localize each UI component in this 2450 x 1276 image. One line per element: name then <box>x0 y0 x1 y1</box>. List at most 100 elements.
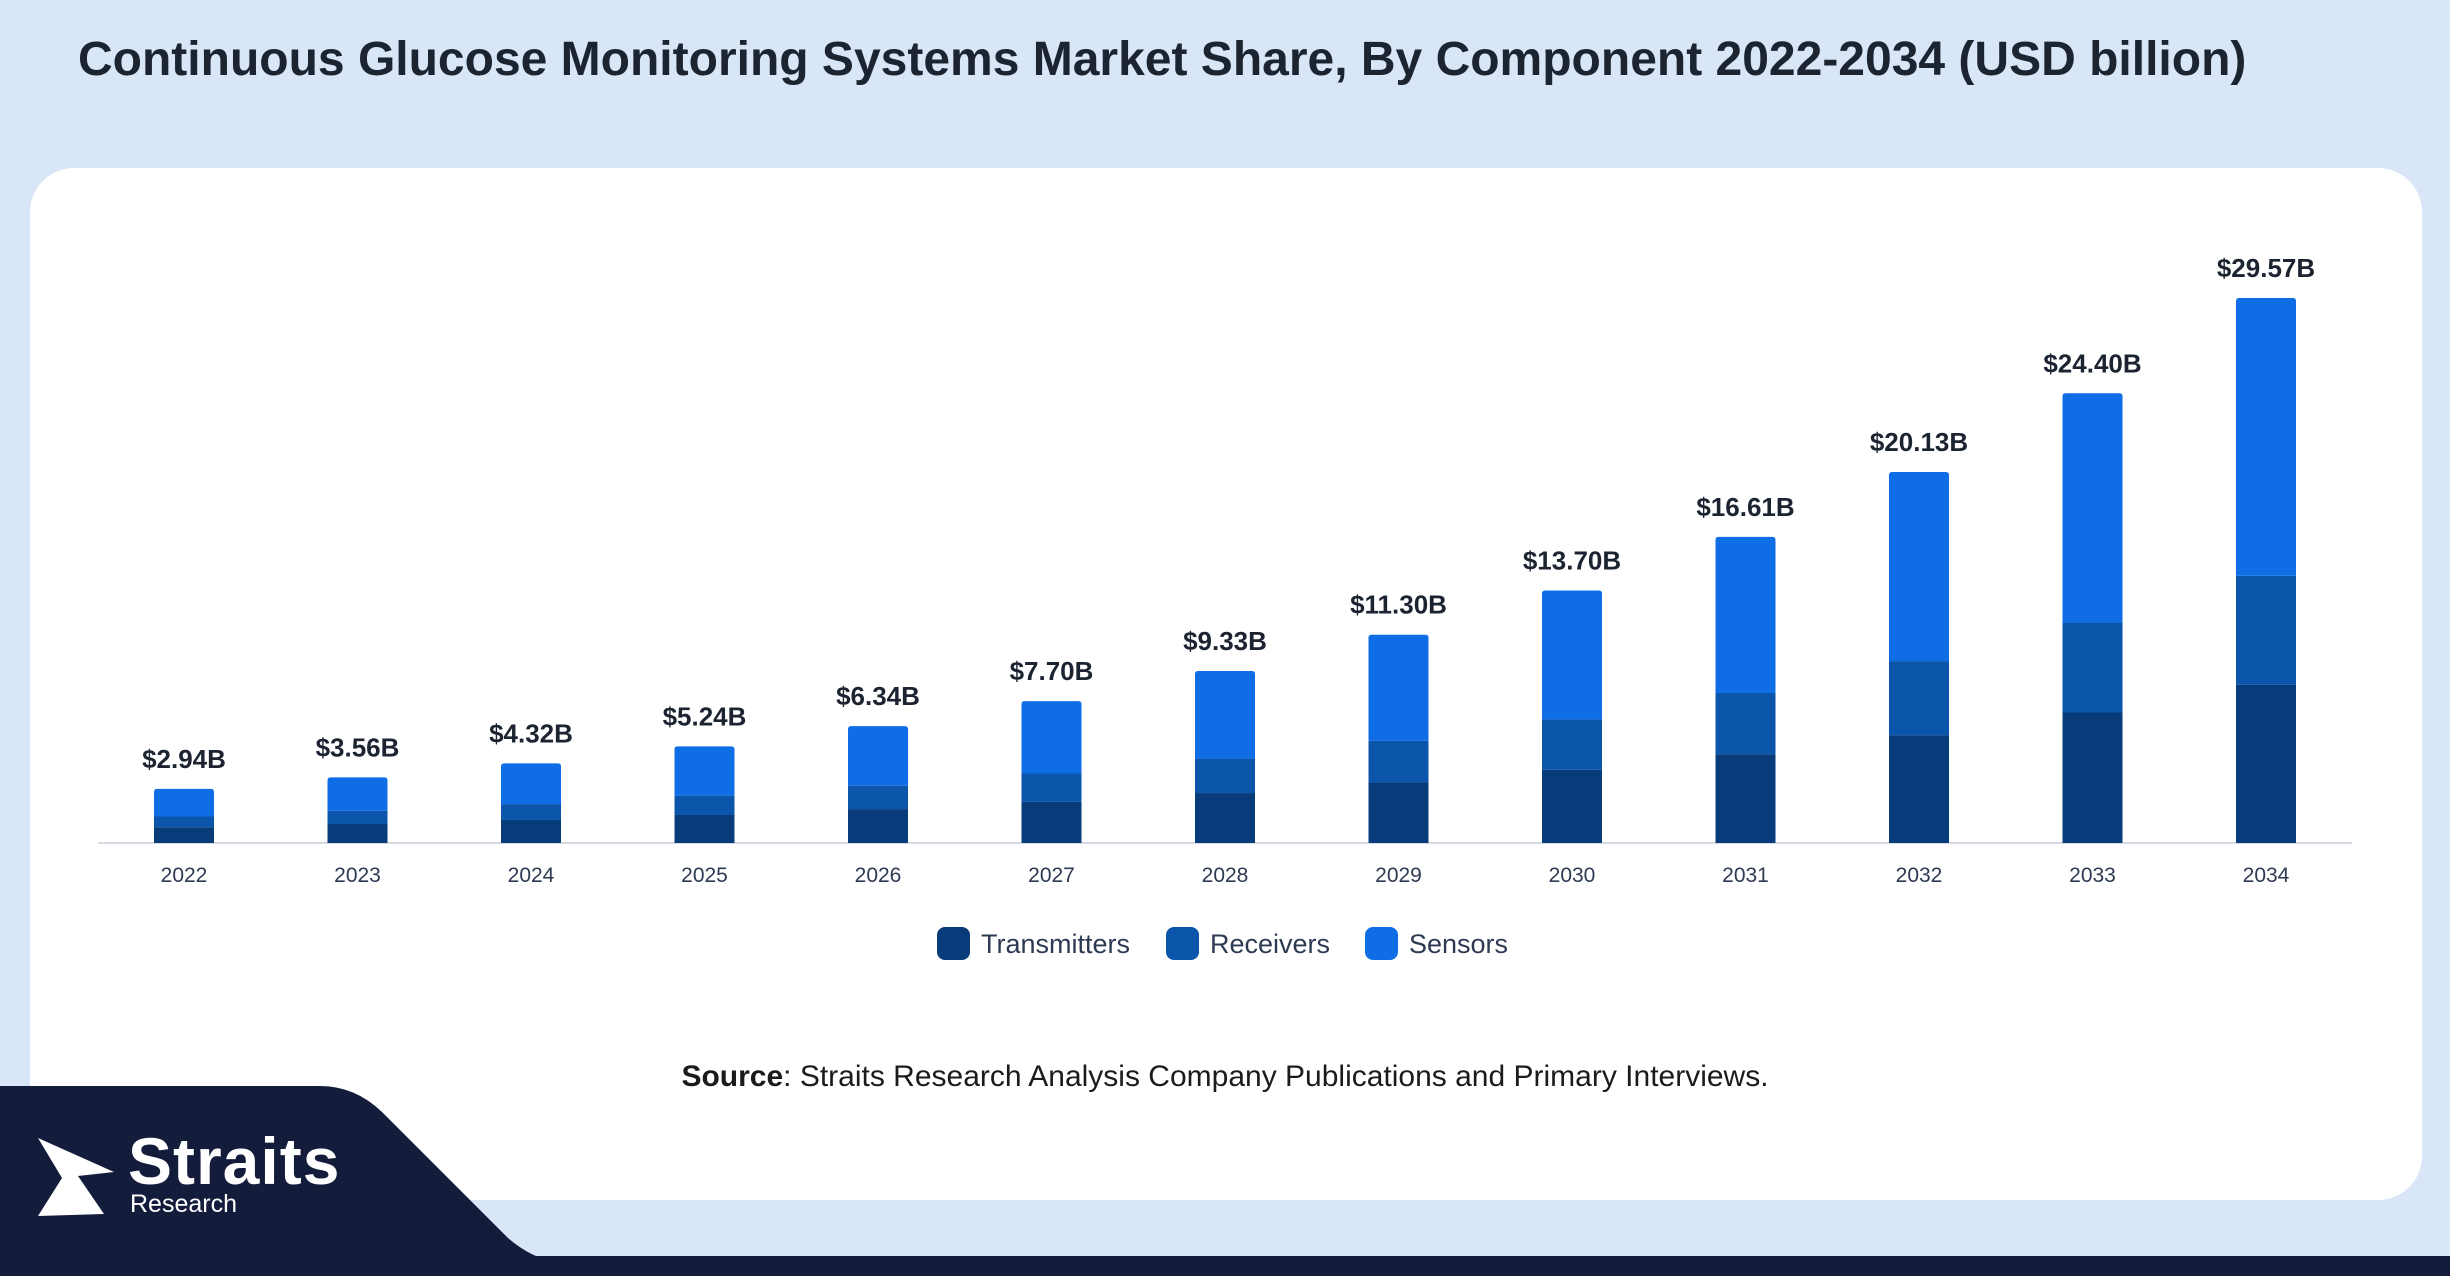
legend-label-receivers: Receivers <box>1210 929 1330 959</box>
x-tick-2032: 2032 <box>1896 864 1943 887</box>
source-line: Source: Straits Research Analysis Compan… <box>0 1060 2450 1094</box>
footer-shape <box>0 1086 2450 1276</box>
bar-group-2027 <box>1021 701 1082 843</box>
data-label-2023: $3.56B <box>316 732 400 762</box>
brand-name: Straits <box>128 1124 341 1198</box>
bar-group-2028 <box>1195 671 1255 843</box>
x-tick-2024: 2024 <box>508 864 555 887</box>
legend-item-sensors: Sensors <box>1365 927 1508 960</box>
data-label-2022: $2.94B <box>142 744 226 774</box>
bar-transmitters-2034 <box>2236 684 2296 843</box>
bar-sensors-2030 <box>1542 590 1602 720</box>
bar-group-2030 <box>1542 590 1602 843</box>
footer-band <box>0 1256 2450 1276</box>
bar-sensors-2029 <box>1368 634 1429 741</box>
data-label-2027: $7.70B <box>1010 656 1094 686</box>
bar-transmitters-2033 <box>2062 712 2123 843</box>
bar-sensors-2024 <box>501 763 561 805</box>
bar-receivers-2025 <box>674 795 735 815</box>
x-tick-2031: 2031 <box>1722 864 1769 887</box>
data-label-2030: $13.70B <box>1523 545 1621 575</box>
bar-receivers-2027 <box>1021 773 1082 802</box>
x-tick-2027: 2027 <box>1028 864 1075 887</box>
x-tick-2030: 2030 <box>1549 864 1596 887</box>
bar-receivers-2029 <box>1368 740 1429 783</box>
x-tick-labels-layer: 2022 2023 2024 2025 2026 2027 2028 2029 2030 2031… <box>161 864 2290 887</box>
bar-group-2024 <box>501 763 561 843</box>
bar-sensors-2022 <box>154 788 214 817</box>
x-tick-2033: 2033 <box>2069 864 2116 887</box>
bar-sensors-2025 <box>674 746 735 796</box>
x-tick-2028: 2028 <box>1202 864 1249 887</box>
bar-group-2032 <box>1889 471 1949 843</box>
brand-arrow-icon <box>38 1138 114 1216</box>
x-tick-2034: 2034 <box>2243 864 2290 887</box>
x-tick-2026: 2026 <box>855 864 902 887</box>
legend-label-sensors: Sensors <box>1409 929 1508 959</box>
bar-receivers-2026 <box>848 785 908 810</box>
bar-sensors-2034 <box>2236 298 2296 576</box>
data-label-2034: $29.57B <box>2217 253 2315 283</box>
legend-item-receivers: Receivers <box>1166 927 1330 960</box>
bar-receivers-2031 <box>1715 692 1776 755</box>
bar-group-2025 <box>674 746 735 843</box>
bar-group-2022 <box>154 788 214 843</box>
data-label-2033: $24.40B <box>2043 348 2141 378</box>
bar-sensors-2031 <box>1715 536 1776 693</box>
data-label-2028: $9.33B <box>1183 626 1267 656</box>
legend-label-transmitters: Transmitters <box>981 929 1130 959</box>
bar-receivers-2022 <box>154 816 214 828</box>
data-label-2029: $11.30B <box>1350 590 1447 620</box>
bar-sensors-2023 <box>327 777 388 811</box>
legend: Transmitters Receivers Sensors <box>937 927 1508 960</box>
bar-sensors-2026 <box>848 726 908 786</box>
legend-swatch-receivers <box>1166 927 1199 960</box>
bar-group-2023 <box>327 777 388 843</box>
x-tick-2022: 2022 <box>161 864 208 887</box>
bar-transmitters-2022 <box>154 827 214 843</box>
brand-logo: Straits Research <box>34 1126 354 1226</box>
bar-receivers-2030 <box>1542 719 1602 770</box>
page-title: Continuous Glucose Monitoring Systems Ma… <box>78 33 2247 86</box>
bar-transmitters-2027 <box>1021 801 1082 843</box>
bar-receivers-2023 <box>327 810 388 825</box>
bar-sensors-2033 <box>2062 393 2123 623</box>
data-label-2026: $6.34B <box>836 681 920 711</box>
bar-receivers-2028 <box>1195 758 1255 794</box>
bar-group-2026 <box>848 726 908 843</box>
bar-sensors-2032 <box>1889 471 1949 662</box>
legend-item-transmitters: Transmitters <box>937 927 1130 960</box>
bar-transmitters-2024 <box>501 819 561 843</box>
bar-transmitters-2030 <box>1542 769 1602 843</box>
bar-group-2029 <box>1368 634 1429 843</box>
data-label-2032: $20.13B <box>1870 427 1968 457</box>
bar-transmitters-2029 <box>1368 782 1429 843</box>
bar-sensors-2028 <box>1195 671 1255 759</box>
chart: $2.94B $3.56B $4.32B $5.24B $6.34B $7.70B $9.3… <box>98 253 2352 960</box>
legend-swatch-sensors <box>1365 927 1398 960</box>
x-tick-2025: 2025 <box>681 864 728 887</box>
source-text: : Straits Research Analysis Company Publ… <box>783 1060 1769 1093</box>
legend-swatch-transmitters <box>937 927 970 960</box>
x-tick-2023: 2023 <box>334 864 381 887</box>
bar-receivers-2024 <box>501 804 561 820</box>
bar-transmitters-2031 <box>1715 754 1776 843</box>
data-label-2031: $16.61B <box>1696 492 1794 522</box>
source-label: Source <box>681 1060 784 1093</box>
bar-receivers-2034 <box>2236 575 2296 685</box>
bar-transmitters-2025 <box>674 814 735 843</box>
bar-group-2034 <box>2236 298 2296 843</box>
bar-transmitters-2026 <box>848 809 908 843</box>
bar-group-2033 <box>2062 393 2123 843</box>
bar-receivers-2033 <box>2062 622 2123 713</box>
bar-transmitters-2032 <box>1889 735 1949 843</box>
data-label-2025: $5.24B <box>663 701 747 731</box>
bars-layer <box>154 298 2296 843</box>
data-label-2024: $4.32B <box>489 718 573 748</box>
bar-transmitters-2028 <box>1195 793 1255 843</box>
bar-receivers-2032 <box>1889 661 1949 736</box>
bar-sensors-2027 <box>1021 701 1082 774</box>
brand-subtitle: Research <box>130 1190 237 1218</box>
data-labels-layer: $2.94B $3.56B $4.32B $5.24B $6.34B $7.70B $9.3… <box>142 253 2315 774</box>
x-tick-2029: 2029 <box>1375 864 1422 887</box>
